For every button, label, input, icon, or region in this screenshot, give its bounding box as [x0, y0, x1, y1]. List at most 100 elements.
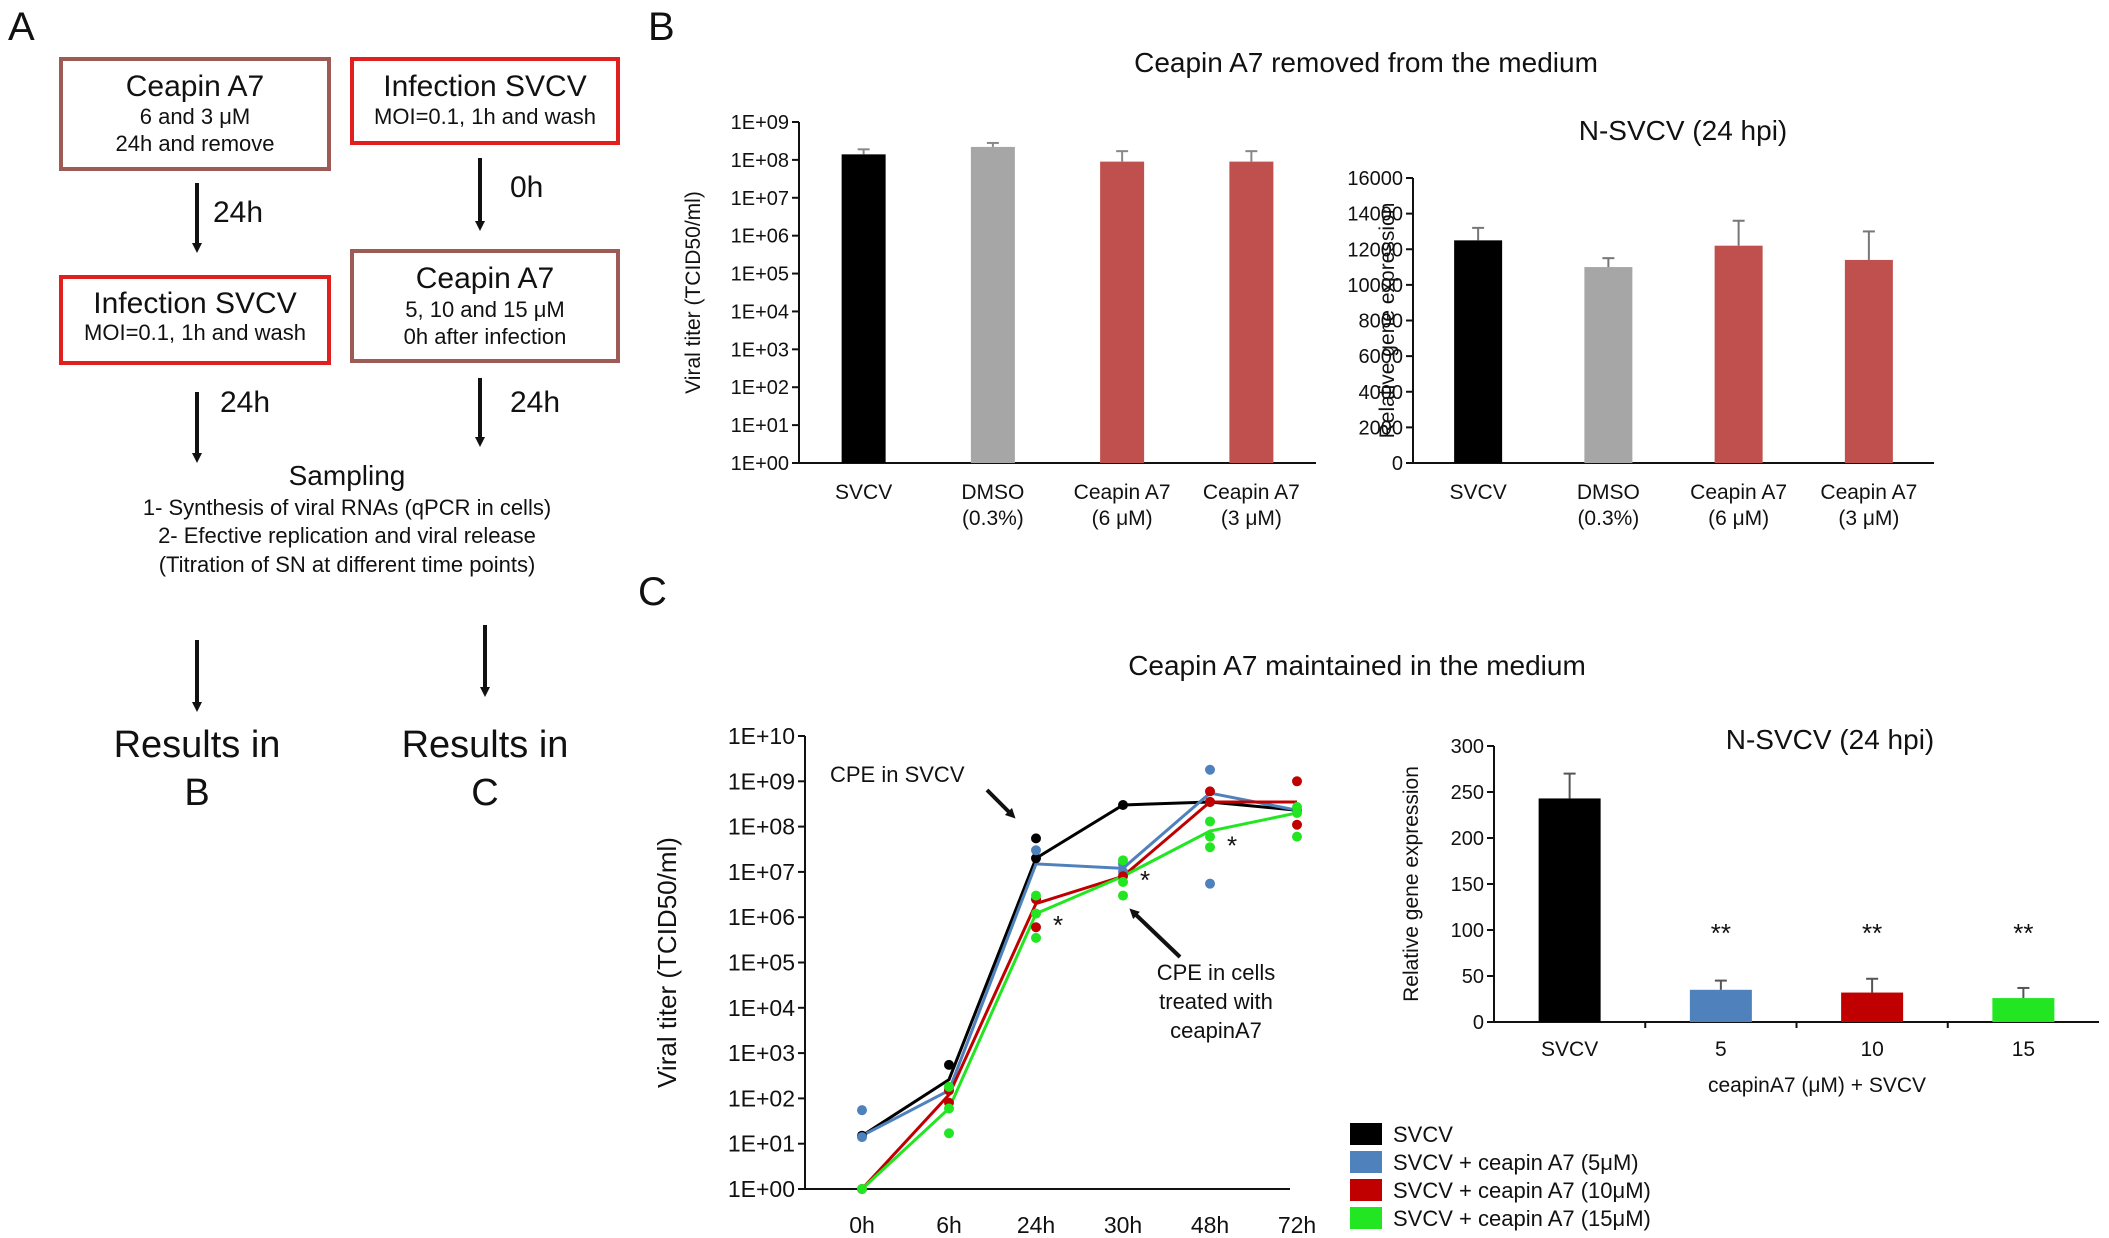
y-tick-label: 1E+03: [728, 1040, 795, 1066]
y-tick-label: 1E+05: [731, 264, 789, 286]
legend-label-2: SVCV + ceapin A7 (10μM): [1393, 1178, 1651, 1203]
y-tick-label: 300: [1451, 736, 1484, 758]
data-point-3: [1292, 831, 1302, 842]
arrow-1-label: 24h: [213, 196, 263, 229]
box-ceapin-maintained-title: Ceapin A7: [416, 262, 554, 295]
arrow-2-label: 0h: [510, 171, 543, 204]
legend-swatch-3: [1350, 1207, 1382, 1229]
y-axis-label: Viral titer (TCID50/ml): [652, 837, 682, 1088]
chart-c-viral-titer-timecourse: 1E+00 1E+01 1E+02 1E+03 1E+04 1E+05 1E+06 1E+07…: [652, 723, 1651, 1238]
y-tick-label: 200: [1451, 828, 1484, 850]
sampling-line-2: 2- Efective replication and viral releas…: [158, 523, 536, 548]
data-point-3: [1292, 807, 1302, 818]
data-point-3: [944, 1128, 954, 1139]
box-infection-after-title: Infection SVCV: [93, 287, 296, 320]
y-tick-label: 6000: [1359, 346, 1404, 368]
data-point-1: [1031, 845, 1041, 856]
bar-3: [1844, 259, 1893, 463]
significance-marker: **: [1862, 918, 1882, 948]
chart-b-gene-expression: N-SVCV (24 hpi) 0 2000 4000 6000 8000 10000 120…: [1347, 115, 1934, 530]
y-tick-label: 4000: [1359, 382, 1404, 404]
y-axis-label: Relative gene expression: [1400, 766, 1423, 1002]
data-point-0: [1031, 853, 1041, 864]
series-line-3: [860, 811, 1298, 1191]
bar-2: [1714, 245, 1763, 463]
sampling-line-1: 1- Synthesis of viral RNAs (qPCR in cell…: [143, 495, 551, 520]
category-label: (3 μM): [1838, 507, 1899, 530]
legend-label-1: SVCV + ceapin A7 (5μM): [1393, 1150, 1639, 1175]
y-tick-label: 150: [1451, 874, 1484, 896]
box-infection-first: [350, 57, 620, 145]
category-label: DMSO: [961, 481, 1024, 504]
annotation-cpe-treated-line: treated with: [1159, 989, 1273, 1014]
y-tick-label: 1E+01: [731, 415, 789, 437]
box-ceapin-maintained-line2: 0h after infection: [404, 324, 567, 349]
box-infection-after-line1: MOI=0.1, 1h and wash: [84, 320, 306, 345]
category-label: (3 μM): [1221, 507, 1282, 530]
data-point-2: [1292, 776, 1302, 787]
box-ceapin-removed-title: Ceapin A7: [126, 70, 264, 103]
data-point-0: [1031, 833, 1041, 844]
y-tick-label: 50: [1462, 966, 1484, 988]
legend-swatch-2: [1350, 1179, 1382, 1201]
data-point-0: [1118, 799, 1128, 810]
x-tick-label: 48h: [1191, 1212, 1229, 1238]
y-axis-label: Viral titer (TCID50/ml): [682, 191, 705, 394]
category-label: (0.3%): [1577, 507, 1639, 530]
y-tick-label: 1E+10: [728, 723, 795, 749]
significance-star: *: [1053, 910, 1063, 940]
data-point-3: [857, 1184, 867, 1194]
x-tick-label: 24h: [1017, 1212, 1055, 1238]
annotation-cpe-svcv: CPE in SVCV: [830, 762, 965, 787]
box-ceapin-removed: [59, 57, 331, 171]
annotation-cpe-treated-line: CPE in cells: [1157, 960, 1276, 985]
y-tick-label: 16000: [1347, 168, 1403, 190]
bar-1: [1584, 267, 1633, 463]
results-c-line2: C: [471, 772, 498, 814]
data-point-3: [1031, 890, 1041, 901]
y-tick-label: 1E+09: [728, 768, 795, 794]
y-tick-label: 1E+04: [728, 995, 795, 1021]
y-tick-label: 0: [1392, 453, 1403, 475]
series-line-1: [861, 791, 1298, 1138]
category-label: Ceapin A7: [1690, 481, 1787, 504]
y-tick-label: 1E+00: [731, 453, 789, 475]
bar-0: [841, 154, 886, 463]
category-label: (6 μM): [1708, 507, 1769, 530]
y-tick-label: 1E+08: [728, 814, 795, 840]
significance-star: *: [1227, 831, 1237, 861]
data-point-3: [1118, 855, 1128, 866]
y-axis-label: Relative gene expression: [1376, 203, 1399, 439]
bar-2: [1100, 161, 1145, 463]
category-label: DMSO: [1577, 481, 1640, 504]
data-point-3: [1205, 831, 1215, 842]
y-tick-label: 1E+00: [728, 1176, 795, 1202]
box-infection-first-line1: MOI=0.1, 1h and wash: [374, 104, 596, 129]
data-point-0: [944, 1059, 954, 1070]
x-tick-label: 30h: [1104, 1212, 1142, 1238]
bar-2: [1841, 992, 1904, 1022]
y-tick-label: 1E+05: [728, 950, 795, 976]
y-tick-label: 1E+02: [728, 1085, 795, 1111]
y-tick-label: 1E+03: [731, 339, 789, 361]
category-label: SVCV: [835, 481, 892, 504]
y-tick-label: 1E+02: [731, 377, 789, 399]
data-point-3: [1118, 876, 1128, 887]
data-point-3: [1031, 932, 1041, 943]
panel-letter-b: B: [648, 5, 675, 49]
annotation-arrow-1: [985, 788, 1016, 819]
category-label: SVCV: [1541, 1038, 1598, 1061]
bar-3: [1229, 161, 1274, 463]
box-ceapin-maintained: [350, 249, 620, 363]
y-tick-label: 1E+01: [728, 1131, 795, 1157]
data-point-1: [857, 1132, 867, 1143]
arrow-3-label: 24h: [220, 386, 270, 419]
legend-swatch-1: [1350, 1151, 1382, 1173]
heading-c: Ceapin A7 maintained in the medium: [1128, 650, 1586, 681]
panel-letter-a: A: [8, 5, 35, 49]
data-point-1: [1205, 878, 1215, 889]
category-label: SVCV: [1450, 481, 1507, 504]
significance-marker: **: [2013, 918, 2033, 948]
category-label: (6 μM): [1092, 507, 1153, 530]
data-point-3: [1205, 816, 1215, 827]
